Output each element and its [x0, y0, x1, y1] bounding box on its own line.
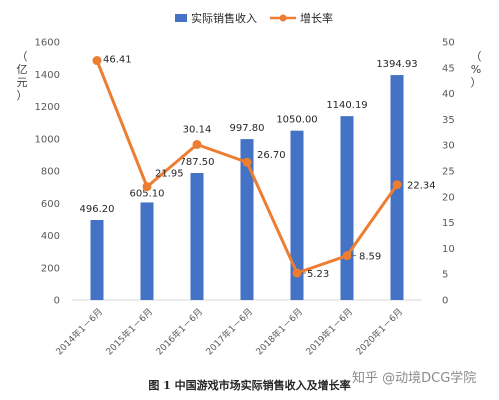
- right-tick-label: 50: [442, 38, 455, 49]
- line-point: [192, 139, 202, 149]
- bar-value-label: 496.20: [80, 204, 115, 215]
- left-tick-label: 1600: [35, 38, 60, 49]
- bar-value-label: 997.80: [230, 123, 265, 134]
- right-tick-label: 20: [442, 192, 455, 203]
- bar-series: 496.20 605.10 787.50 997.80 1050.00 1140.19 13…: [80, 59, 418, 300]
- x-tick-label: 2019年1－6月: [303, 306, 355, 358]
- line-point: [242, 157, 252, 167]
- line-point: [142, 182, 152, 192]
- legend: 实际销售收入 增长率: [175, 11, 333, 25]
- legend-swatch-bar: [175, 14, 187, 22]
- bar-value-label: 787.50: [180, 157, 215, 168]
- bar-value-label: 1394.93: [376, 59, 417, 70]
- right-tick-label: 40: [442, 89, 455, 100]
- left-axis: 0 200 400 600 800 1000 1200 1400 1600 （亿元）: [17, 38, 61, 307]
- figure-caption: 图 1 中国游戏市场实际销售收入及增长率: [148, 379, 351, 392]
- left-tick-label: 0: [54, 296, 60, 307]
- right-tick-label: 5: [442, 270, 448, 281]
- bar: [290, 130, 304, 300]
- legend-swatch-point: [279, 14, 287, 22]
- line-value-label: 22.34: [407, 181, 436, 192]
- left-tick-label: 200: [41, 263, 60, 274]
- left-tick-label: 800: [41, 167, 60, 178]
- line-value-label: 21.95: [155, 169, 184, 180]
- right-axis-unit: （%）: [471, 50, 482, 89]
- x-tick-label: 2016年1－6月: [153, 306, 205, 358]
- x-tick-label: 2020年1－6月: [353, 306, 405, 358]
- watermark: 知乎 @动境DCG学院: [352, 371, 477, 386]
- bar-value-label: 605.10: [130, 188, 165, 199]
- left-tick-label: 1200: [35, 102, 60, 113]
- left-axis-unit: （亿元）: [17, 50, 28, 102]
- bar-value-label: 1140.19: [326, 100, 367, 111]
- bar: [190, 173, 204, 300]
- right-tick-label: 25: [442, 167, 455, 178]
- x-tick-label: 2015年1－6月: [103, 306, 155, 358]
- line-series: 46.41 21.95 30.14 26.70 5.23 8.59 22.34: [92, 55, 436, 280]
- line-point: [342, 251, 352, 261]
- left-tick-label: 400: [41, 231, 60, 242]
- bar: [340, 116, 354, 300]
- left-tick-label: 1000: [35, 134, 60, 145]
- line-value-label: 8.59: [359, 252, 381, 263]
- right-tick-label: 15: [442, 218, 455, 229]
- right-tick-label: 45: [442, 63, 455, 74]
- legend-label-bar: 实际销售收入: [191, 11, 257, 25]
- line-point: [292, 268, 302, 278]
- line-point: [392, 180, 402, 190]
- line-value-label: 5.23: [307, 269, 329, 280]
- line-value-label: 30.14: [183, 124, 212, 135]
- x-tick-label: 2017年1－6月: [203, 306, 255, 358]
- x-tick-label: 2018年1－6月: [253, 306, 305, 358]
- bar-value-label: 1050.00: [276, 115, 317, 126]
- line-value-label: 26.70: [257, 150, 286, 161]
- right-axis: 0 5 10 15 20 25 30 35 40 45 50 （%）: [442, 38, 482, 307]
- left-tick-label: 600: [41, 199, 60, 210]
- right-tick-label: 30: [442, 141, 455, 152]
- line-point: [92, 56, 102, 66]
- line-value-label: 46.41: [103, 55, 132, 66]
- bar: [140, 202, 154, 300]
- bar: [240, 139, 254, 300]
- legend-label-line: 增长率: [300, 11, 333, 25]
- x-axis: 2014年1－6月 2015年1－6月 2016年1－6月 2017年1－6月 2018…: [53, 299, 422, 358]
- bar: [90, 219, 104, 300]
- left-tick-label: 1400: [35, 70, 60, 81]
- right-tick-label: 35: [442, 115, 455, 126]
- right-tick-label: 10: [442, 244, 455, 255]
- x-tick-label: 2014年1－6月: [53, 306, 105, 358]
- right-tick-label: 0: [442, 296, 448, 307]
